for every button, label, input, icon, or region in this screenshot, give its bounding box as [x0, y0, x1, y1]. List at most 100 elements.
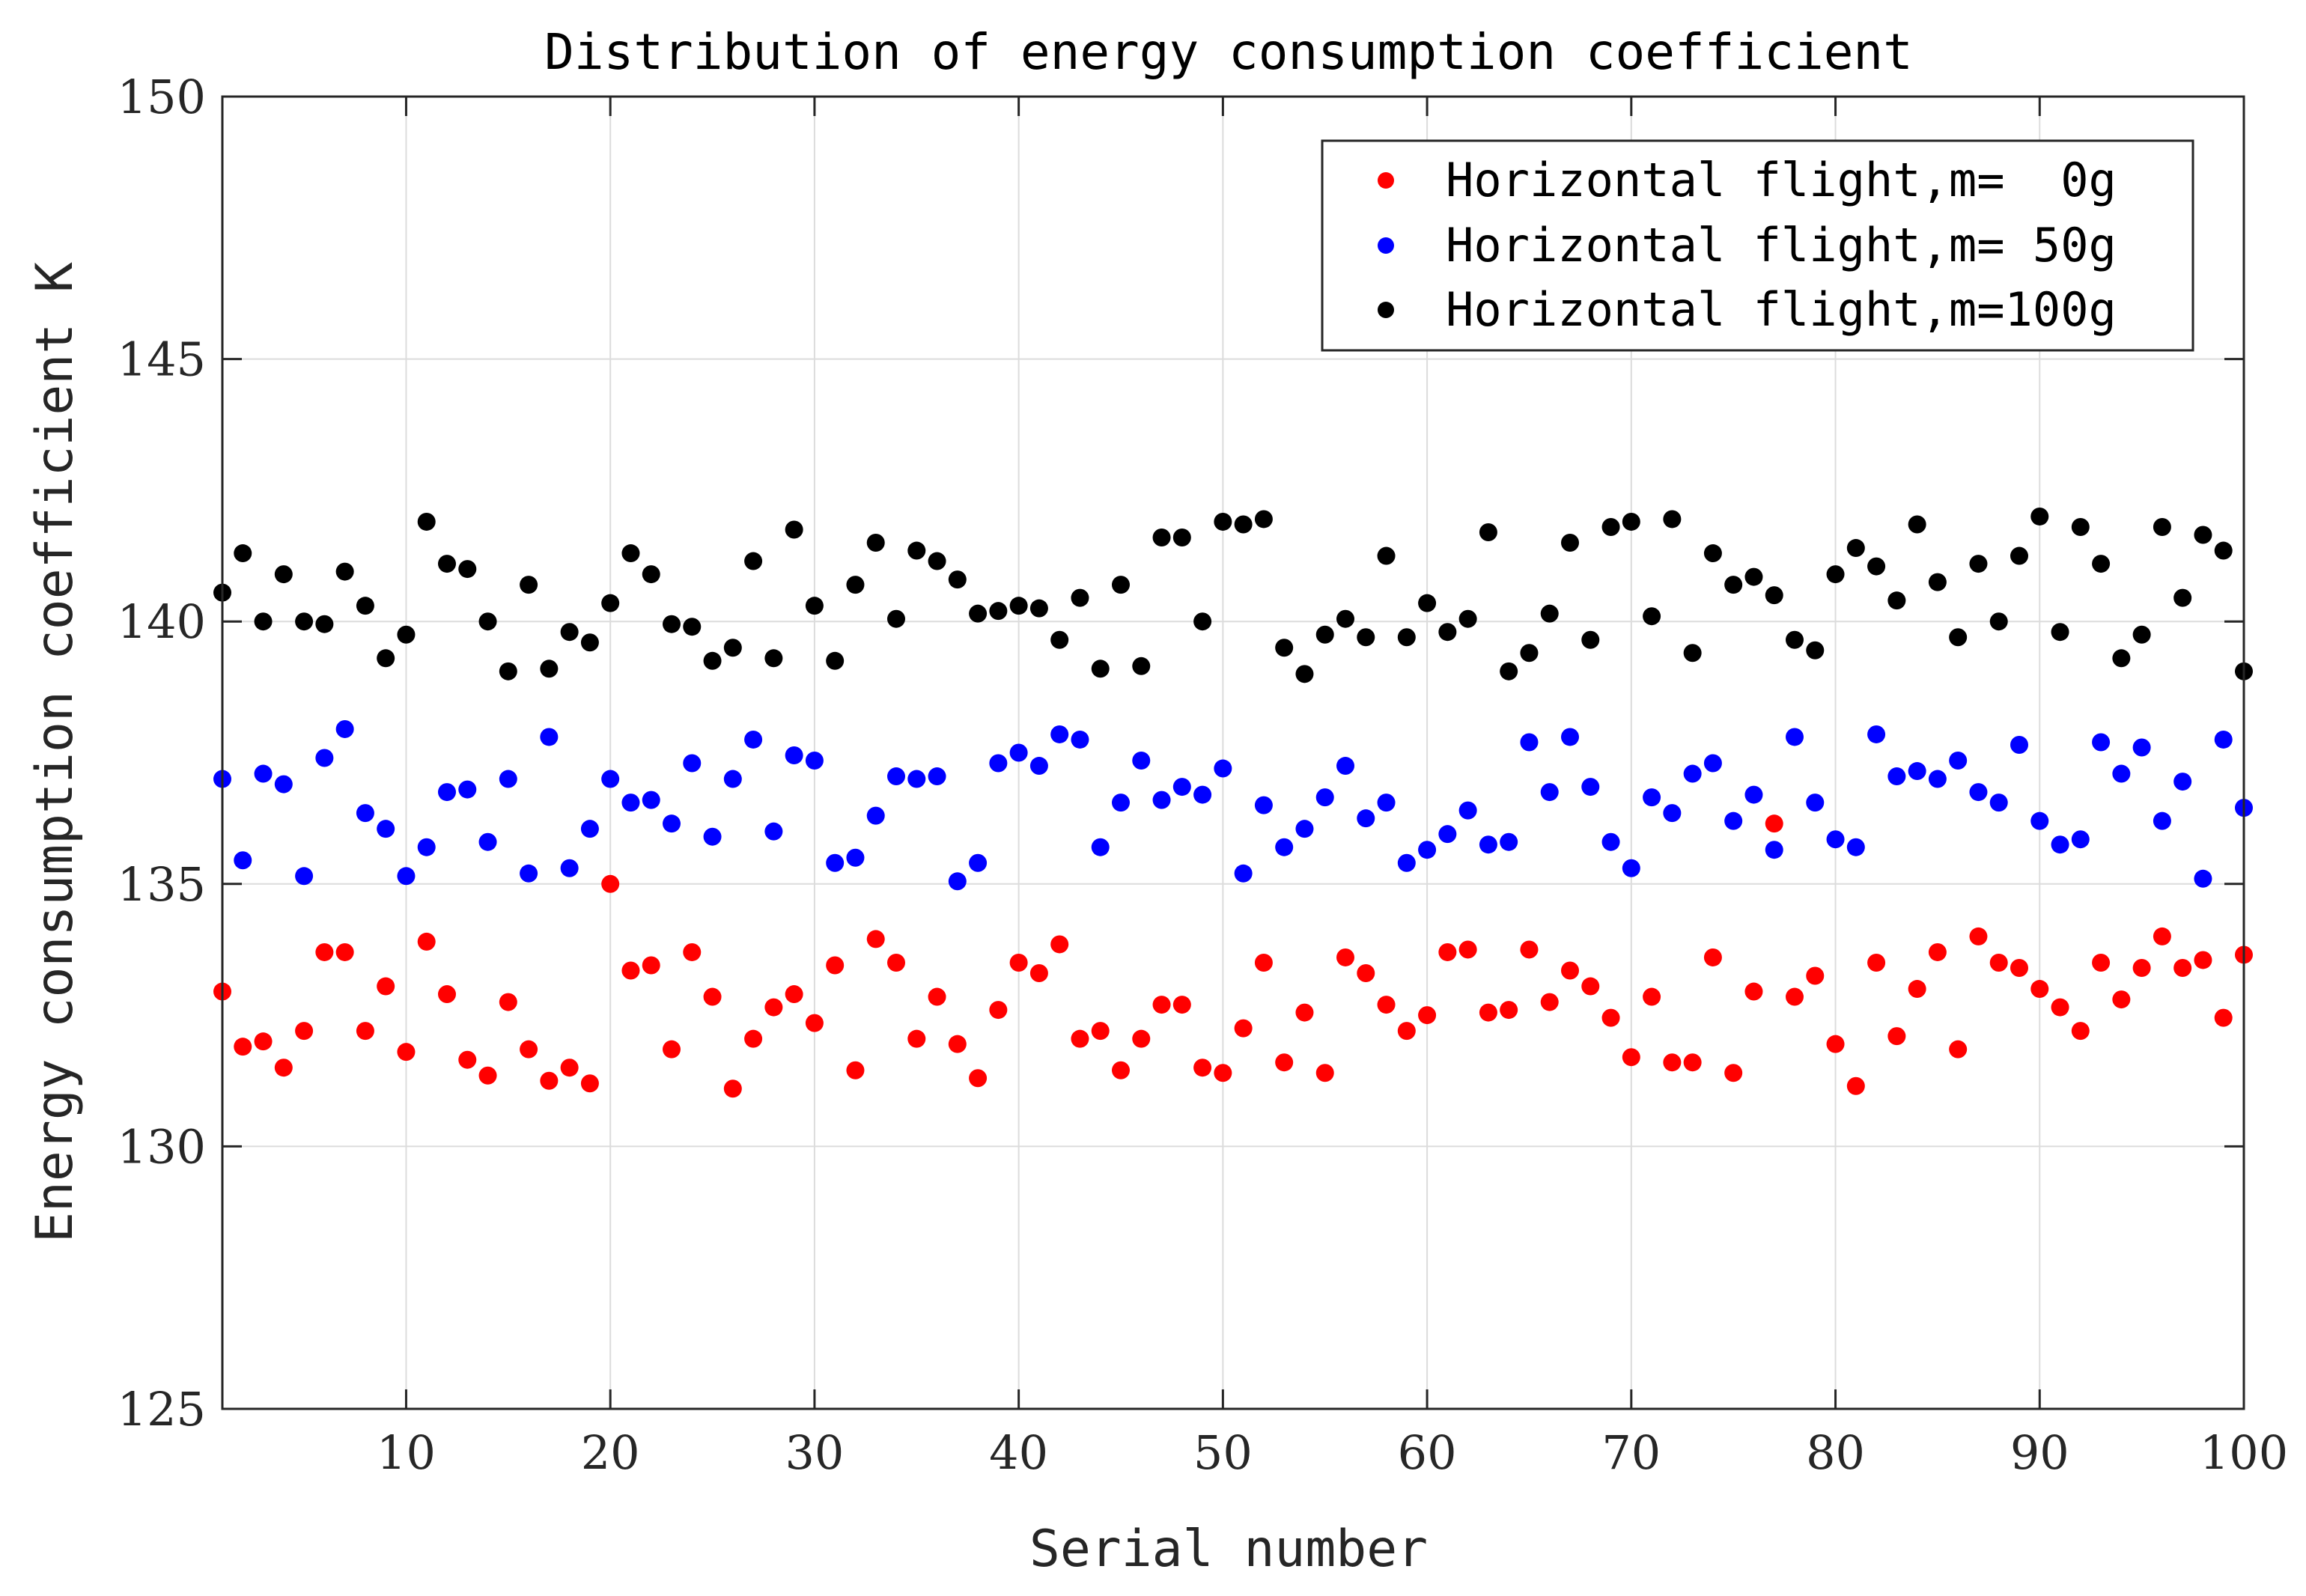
data-point [1663, 804, 1682, 823]
data-point [1703, 754, 1722, 773]
data-point [1438, 623, 1457, 642]
data-point [1786, 987, 1804, 1006]
data-point [2030, 811, 2049, 830]
data-point [1050, 725, 1069, 743]
data-point [1295, 820, 1314, 838]
y-axis-label: Energy consumption coefficient K [25, 262, 85, 1243]
data-point [866, 806, 885, 825]
data-point [703, 651, 722, 670]
data-point [663, 814, 681, 833]
data-point [1540, 783, 1559, 802]
data-point [2010, 958, 2028, 977]
data-point [1479, 835, 1497, 854]
data-point [315, 615, 334, 633]
data-point [377, 649, 395, 668]
data-point [642, 956, 660, 975]
data-point [499, 993, 517, 1011]
data-point [1887, 1027, 1906, 1046]
data-point [1561, 534, 1579, 552]
data-point [663, 1040, 681, 1059]
legend-marker-50g [1378, 237, 1394, 254]
data-point [1357, 809, 1375, 828]
data-point [1601, 832, 1620, 851]
data-point [2132, 625, 2151, 644]
data-point [478, 612, 497, 631]
data-point [846, 1061, 865, 1079]
data-point [2153, 811, 2171, 830]
series-1 [213, 719, 2253, 891]
data-point [2173, 773, 2192, 791]
data-point [1643, 788, 1661, 807]
data-point [866, 930, 885, 948]
data-point [295, 1022, 314, 1041]
data-point [458, 560, 477, 579]
data-point [1622, 1048, 1640, 1067]
data-point [2194, 526, 2212, 544]
data-point [2194, 869, 2212, 888]
data-point [1071, 730, 1089, 749]
data-point [1540, 993, 1559, 1011]
data-point [478, 1066, 497, 1085]
data-point [560, 623, 579, 642]
data-point [887, 609, 905, 628]
data-point [907, 541, 926, 560]
data-point [601, 874, 620, 893]
data-point [928, 552, 946, 570]
data-point [499, 770, 517, 788]
data-point [969, 853, 988, 872]
data-point [683, 618, 702, 636]
x-tick-label: 100 [2200, 1425, 2288, 1480]
data-point [805, 1014, 824, 1032]
data-point [1928, 573, 1947, 591]
data-point [1867, 953, 1886, 972]
data-point [2214, 730, 2233, 749]
data-point [1581, 630, 1600, 649]
data-point [703, 987, 722, 1006]
data-point [417, 512, 436, 531]
plot-frame [221, 95, 2245, 1410]
data-point [234, 1038, 252, 1056]
data-point [1458, 940, 1477, 959]
data-point [1786, 728, 1804, 746]
data-point [1949, 1040, 1968, 1059]
data-point [1152, 791, 1171, 809]
x-tick-label: 20 [581, 1425, 640, 1480]
data-point [1009, 597, 1028, 615]
data-point [1969, 927, 1988, 945]
data-point [846, 576, 865, 594]
data-point [907, 1029, 926, 1048]
data-point [887, 767, 905, 786]
data-point [928, 987, 946, 1006]
data-point [1520, 940, 1539, 959]
data-point [295, 612, 314, 631]
y-tick-label: 135 [118, 857, 206, 912]
data-point [1091, 838, 1110, 856]
data-point [1887, 767, 1906, 786]
data-point [1091, 660, 1110, 678]
data-point [1438, 942, 1457, 961]
data-point [1500, 832, 1518, 851]
data-point [1377, 546, 1396, 565]
data-point [1846, 838, 1865, 856]
data-point [723, 770, 742, 788]
data-point [580, 820, 599, 838]
data-point [1622, 859, 1640, 877]
data-point [2153, 927, 2171, 945]
data-point [1357, 628, 1375, 647]
data-point [989, 1001, 1008, 1020]
data-point [274, 775, 293, 794]
data-point [254, 612, 273, 631]
x-tick-label: 10 [377, 1425, 436, 1480]
data-point [1397, 628, 1416, 647]
x-tick-label: 80 [1806, 1425, 1865, 1480]
data-point [1663, 510, 1682, 529]
data-point [826, 651, 845, 670]
data-point [234, 851, 252, 870]
data-point [1908, 980, 1926, 999]
data-point [1193, 612, 1212, 631]
data-point [1254, 510, 1273, 529]
data-point [1275, 1053, 1294, 1072]
data-point [1500, 1001, 1518, 1020]
legend-label-0g: Horizontal flight,m= 0g [1446, 153, 2117, 207]
data-point [989, 602, 1008, 621]
